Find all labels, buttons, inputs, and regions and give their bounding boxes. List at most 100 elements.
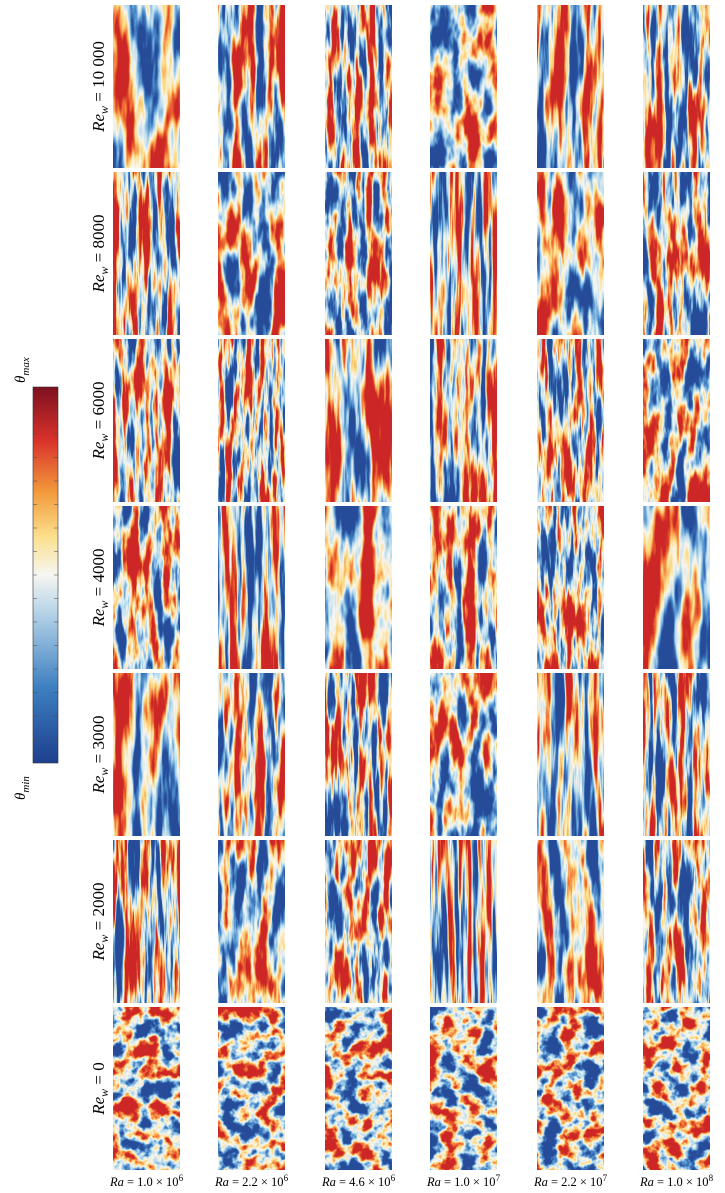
field-panel xyxy=(218,5,285,168)
row-label-symbol: Re xyxy=(89,114,108,133)
row-label: Rew = 4000 xyxy=(89,548,111,627)
row-label-subscript: w xyxy=(97,106,111,114)
field-panel xyxy=(537,673,604,836)
field-panel xyxy=(218,840,285,1003)
field-panel xyxy=(430,172,497,335)
field-panel xyxy=(218,1007,285,1170)
row-label: Rew = 10 000 xyxy=(89,41,111,133)
column-label-symbol: Ra xyxy=(639,1175,654,1189)
panel-grid xyxy=(113,5,710,1170)
column-label-exponent: 7 xyxy=(496,1173,501,1183)
field-panel xyxy=(430,840,497,1003)
field-panel xyxy=(643,506,710,669)
column-label-value: = 1.0 × 10 xyxy=(654,1175,709,1189)
field-panel xyxy=(430,1007,497,1170)
column-label: Ra = 1.0 × 107 xyxy=(426,1173,501,1189)
row-label-subscript: w xyxy=(97,768,111,776)
field-panel xyxy=(218,673,285,836)
row-label-symbol: Re xyxy=(89,441,108,460)
column-label: Ra = 2.2 × 107 xyxy=(533,1173,608,1189)
field-panel xyxy=(113,172,180,335)
field-panel xyxy=(430,673,497,836)
field-panel xyxy=(643,673,710,836)
column-label: Ra = 1.0 × 108 xyxy=(639,1173,714,1189)
row-label-value: = 0 xyxy=(89,1062,108,1089)
column-label-symbol: Ra xyxy=(214,1175,229,1189)
column-label-exponent: 6 xyxy=(391,1173,396,1183)
field-panel xyxy=(430,506,497,669)
row-label-symbol: Re xyxy=(89,775,108,794)
colorbar xyxy=(32,386,59,764)
field-panel xyxy=(325,5,392,168)
row-label-value: = 4000 xyxy=(89,548,108,600)
row-label-value: = 2000 xyxy=(89,882,108,934)
row-label: Rew = 3000 xyxy=(89,715,111,794)
column-label-value: = 1.0 × 10 xyxy=(441,1175,496,1189)
row-label: Rew = 8000 xyxy=(89,214,111,293)
column-label-value: = 2.2 × 10 xyxy=(548,1175,603,1189)
field-panel xyxy=(537,5,604,168)
field-panel xyxy=(537,172,604,335)
row-label-value: = 10 000 xyxy=(89,41,108,106)
colorbar-max-label: θmax xyxy=(13,357,32,383)
field-panel xyxy=(537,840,604,1003)
field-panel xyxy=(325,172,392,335)
field-panel xyxy=(113,339,180,502)
field-panel xyxy=(325,840,392,1003)
row-label-subscript: w xyxy=(97,267,111,275)
field-panel xyxy=(643,5,710,168)
column-label-exponent: 7 xyxy=(603,1173,608,1183)
field-panel xyxy=(325,339,392,502)
field-panel xyxy=(113,1007,180,1170)
column-label: Ra = 2.2 × 106 xyxy=(214,1173,289,1189)
field-panel xyxy=(113,5,180,168)
row-label-subscript: w xyxy=(97,601,111,609)
row-label-symbol: Re xyxy=(89,942,108,961)
column-label-symbol: Ra xyxy=(533,1175,548,1189)
field-panel xyxy=(537,339,604,502)
field-panel xyxy=(643,172,710,335)
field-panel xyxy=(430,5,497,168)
column-label-value: = 4.6 × 10 xyxy=(336,1175,391,1189)
row-label-subscript: w xyxy=(97,935,111,943)
field-panel xyxy=(218,506,285,669)
field-panel xyxy=(643,339,710,502)
field-panel xyxy=(643,840,710,1003)
column-label-exponent: 6 xyxy=(284,1173,289,1183)
row-label: Rew = 6000 xyxy=(89,381,111,460)
column-label-value: = 1.0 × 10 xyxy=(124,1175,179,1189)
column-label-symbol: Ra xyxy=(426,1175,441,1189)
field-panel xyxy=(113,673,180,836)
row-label-symbol: Re xyxy=(89,608,108,627)
column-label-symbol: Ra xyxy=(321,1175,336,1189)
field-panel xyxy=(218,339,285,502)
field-panel xyxy=(325,673,392,836)
column-label-value: = 2.2 × 10 xyxy=(229,1175,284,1189)
row-label-subscript: w xyxy=(97,1089,111,1097)
row-label-symbol: Re xyxy=(89,1096,108,1115)
row-label-value: = 6000 xyxy=(89,381,108,433)
row-label-value: = 3000 xyxy=(89,715,108,767)
column-label-exponent: 8 xyxy=(709,1173,714,1183)
field-panel xyxy=(218,172,285,335)
field-panel xyxy=(537,1007,604,1170)
column-label: Ra = 4.6 × 106 xyxy=(321,1173,396,1189)
colorbar-min-label: θmin xyxy=(13,776,32,800)
field-panel xyxy=(643,1007,710,1170)
field-panel xyxy=(430,339,497,502)
row-label: Rew = 2000 xyxy=(89,882,111,961)
row-label-value: = 8000 xyxy=(89,214,108,266)
column-label-exponent: 6 xyxy=(179,1173,184,1183)
field-panel xyxy=(113,506,180,669)
column-label: Ra = 1.0 × 106 xyxy=(109,1173,184,1189)
field-panel xyxy=(113,840,180,1003)
field-panel xyxy=(325,506,392,669)
row-label-subscript: w xyxy=(97,434,111,442)
field-panel xyxy=(537,506,604,669)
row-label: Rew = 0 xyxy=(89,1062,111,1116)
row-label-symbol: Re xyxy=(89,274,108,293)
column-label-symbol: Ra xyxy=(109,1175,124,1189)
field-panel xyxy=(325,1007,392,1170)
